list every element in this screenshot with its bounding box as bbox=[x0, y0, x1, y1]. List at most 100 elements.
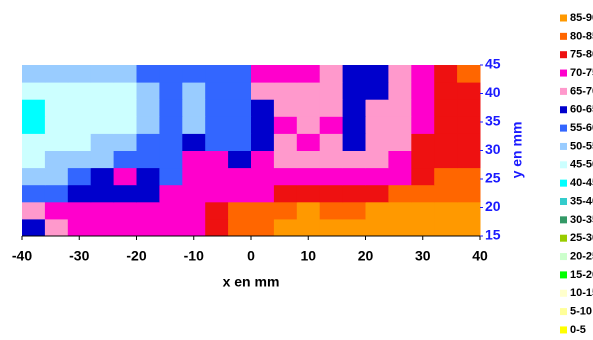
heat-cell bbox=[388, 150, 412, 169]
heat-cell bbox=[273, 82, 298, 100]
legend-label: 5-10 bbox=[570, 306, 592, 318]
heat-cell bbox=[388, 99, 412, 117]
heat-cell bbox=[434, 99, 458, 117]
heat-cell bbox=[296, 150, 321, 169]
heat-cell bbox=[113, 133, 137, 151]
heat-cell bbox=[136, 201, 160, 220]
y-axis-title: y en mm bbox=[509, 122, 525, 179]
heat-cell bbox=[67, 201, 92, 220]
heat-cell bbox=[365, 167, 389, 186]
legend-label: 35-40 bbox=[570, 195, 593, 207]
heat-cell bbox=[296, 65, 321, 83]
legend-swatch bbox=[560, 253, 567, 261]
heat-cell bbox=[388, 218, 412, 237]
legend-label: 15-20 bbox=[570, 269, 593, 281]
x-tick-label: -40 bbox=[12, 248, 32, 264]
heat-cell bbox=[251, 167, 275, 186]
heat-cell bbox=[319, 65, 344, 83]
heat-cell bbox=[113, 99, 137, 117]
heat-cell bbox=[205, 133, 229, 151]
heat-cell bbox=[411, 201, 435, 220]
heat-cell bbox=[205, 99, 229, 117]
heat-cell bbox=[434, 167, 458, 186]
heat-cell bbox=[251, 99, 275, 117]
heat-cell bbox=[44, 184, 69, 203]
heat-cell bbox=[90, 184, 115, 203]
heat-cell bbox=[319, 82, 344, 100]
heat-cell bbox=[273, 167, 298, 186]
heat-cell bbox=[251, 133, 275, 151]
heat-cell bbox=[228, 218, 252, 237]
heat-cell bbox=[457, 65, 481, 83]
heat-cell bbox=[67, 65, 92, 83]
legend-label: 60-65 bbox=[570, 104, 593, 116]
heat-cell bbox=[159, 65, 183, 83]
heat-cell bbox=[251, 116, 275, 134]
heat-cell bbox=[22, 133, 46, 151]
heat-cell bbox=[296, 82, 321, 100]
heat-cell bbox=[411, 150, 435, 169]
heat-cell bbox=[319, 99, 344, 117]
heat-cell bbox=[228, 133, 252, 151]
heat-cell bbox=[205, 65, 229, 83]
heat-cell bbox=[342, 218, 366, 237]
heat-cell bbox=[365, 184, 389, 203]
heat-cell bbox=[251, 82, 275, 100]
legend-swatch bbox=[560, 198, 567, 205]
heat-cell bbox=[228, 82, 252, 100]
heat-cell bbox=[159, 201, 183, 220]
x-tick-label: 40 bbox=[472, 248, 488, 264]
heat-cell bbox=[388, 184, 412, 203]
x-tick-label: 20 bbox=[358, 248, 374, 264]
heat-cell bbox=[22, 82, 46, 100]
heat-cell bbox=[136, 82, 160, 100]
heat-cell bbox=[273, 218, 298, 237]
heat-cell bbox=[388, 201, 412, 220]
legend-label: 30-35 bbox=[570, 214, 593, 226]
heat-cell bbox=[342, 133, 366, 151]
legend-label: 25-30 bbox=[570, 232, 593, 244]
heat-cell bbox=[365, 218, 389, 237]
heat-cell bbox=[67, 167, 92, 186]
heat-cell bbox=[113, 116, 137, 134]
heat-cell bbox=[434, 116, 458, 134]
heat-cell bbox=[67, 150, 92, 169]
heat-cell bbox=[159, 167, 183, 186]
heat-cell bbox=[273, 150, 298, 169]
heat-cell bbox=[411, 99, 435, 117]
heat-cell bbox=[434, 150, 458, 169]
heat-cell bbox=[159, 99, 183, 117]
heat-cell bbox=[136, 99, 160, 117]
heat-cell bbox=[44, 65, 69, 83]
heat-cell bbox=[182, 65, 206, 83]
heat-cell bbox=[22, 116, 46, 134]
legend-swatch bbox=[560, 142, 567, 150]
heat-cell bbox=[273, 116, 298, 134]
heat-cell bbox=[136, 65, 160, 83]
heat-cell bbox=[44, 150, 69, 169]
legend-swatch bbox=[560, 124, 567, 132]
heat-cell bbox=[67, 184, 92, 203]
heat-cell bbox=[205, 167, 229, 186]
heat-cell bbox=[182, 150, 206, 169]
legend-label: 10-15 bbox=[570, 287, 593, 299]
heat-cell bbox=[90, 167, 115, 186]
heat-cell bbox=[342, 201, 366, 220]
heat-cell bbox=[22, 65, 46, 83]
heat-cell bbox=[296, 116, 321, 134]
heat-cell bbox=[228, 150, 252, 169]
legend-swatch bbox=[560, 308, 567, 316]
heat-cell bbox=[182, 201, 206, 220]
heat-cell bbox=[228, 184, 252, 203]
legend-swatch bbox=[560, 106, 567, 114]
heat-cell bbox=[411, 82, 435, 100]
heat-cell bbox=[342, 167, 366, 186]
heat-cell bbox=[22, 99, 46, 117]
heat-cell bbox=[113, 218, 137, 237]
heat-cell bbox=[251, 184, 275, 203]
y-tick-label: 20 bbox=[485, 198, 501, 214]
heat-cell bbox=[434, 218, 458, 237]
heat-cell bbox=[342, 99, 366, 117]
heat-cell bbox=[251, 201, 275, 220]
heat-cell bbox=[342, 82, 366, 100]
